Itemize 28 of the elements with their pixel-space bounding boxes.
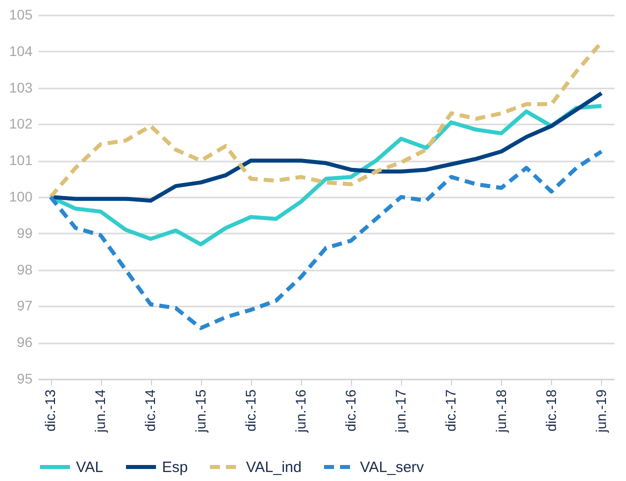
x-tick-label: dic.-18 xyxy=(542,389,559,432)
x-tick-label: jun.-19 xyxy=(592,389,609,434)
x-tick-label: dic.-17 xyxy=(442,389,459,432)
line-series xyxy=(48,150,604,330)
legend-label: VAL xyxy=(76,459,104,476)
legend-label: Esp xyxy=(162,459,188,476)
x-tick-label: jun.-17 xyxy=(392,389,409,434)
x-tick-label: dic.-15 xyxy=(242,389,258,432)
x-tick-label: dic.-16 xyxy=(342,389,359,432)
y-tick-label: 99 xyxy=(16,224,33,241)
y-tick-label: 103 xyxy=(9,79,33,96)
x-tick-label: jun.-16 xyxy=(292,389,308,434)
y-tick-label: 102 xyxy=(9,116,33,132)
y-tick-label: 104 xyxy=(9,42,33,59)
y-tick-label: 95 xyxy=(16,370,33,386)
y-tick-label: 105 xyxy=(9,6,33,22)
y-tick-label: 97 xyxy=(16,298,33,314)
y-tick-label: 98 xyxy=(16,261,33,278)
y-tick-label: 100 xyxy=(9,188,33,204)
legend-label: VAL_ind xyxy=(246,459,302,476)
y-tick-label: 96 xyxy=(16,334,33,350)
legend-label: VAL_serv xyxy=(360,459,424,476)
y-tick-label: 101 xyxy=(9,152,33,168)
x-tick-label: jun.-18 xyxy=(492,389,509,434)
x-tick-label: jun.-14 xyxy=(92,389,108,434)
x-tick-label: dic.-14 xyxy=(142,389,158,432)
x-tick-label: dic.-13 xyxy=(42,389,58,432)
x-tick-label: jun.-15 xyxy=(192,389,208,434)
